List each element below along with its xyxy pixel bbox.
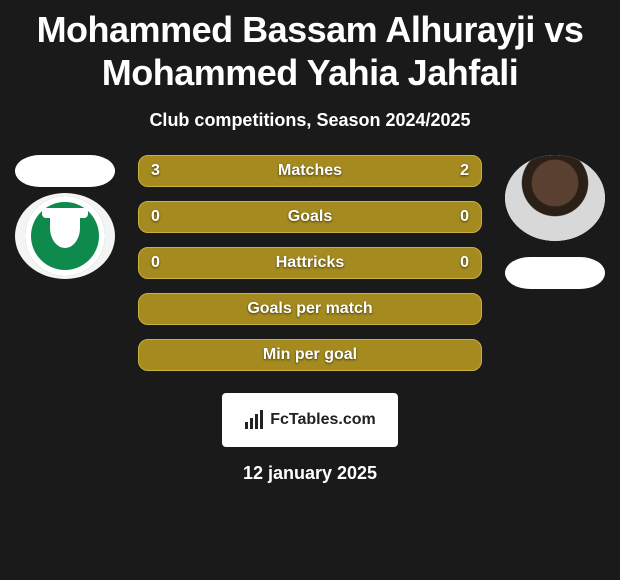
stat-bar: Min per goal — [138, 339, 482, 371]
comparison-layout: 3 Matches 2 0 Goals 0 0 Hattricks 0 Goals per mat… — [0, 155, 620, 371]
stat-label: Hattricks — [276, 254, 344, 272]
stat-bar: 3 Matches 2 — [138, 155, 482, 187]
stat-right-value: 0 — [460, 254, 469, 272]
player-right-flag — [505, 257, 605, 289]
player-right-avatar — [505, 155, 605, 241]
club-crest-icon — [25, 196, 105, 276]
stat-label: Goals per match — [247, 300, 372, 318]
player-face-icon — [505, 155, 605, 241]
stat-bars: 3 Matches 2 0 Goals 0 0 Hattricks 0 Goals per mat… — [138, 155, 482, 371]
stat-left-value: 0 — [151, 254, 160, 272]
stat-label: Matches — [278, 162, 342, 180]
date-text: 12 january 2025 — [0, 463, 620, 484]
stat-right-value: 2 — [460, 162, 469, 180]
stat-right-value: 0 — [460, 208, 469, 226]
subtitle: Club competitions, Season 2024/2025 — [0, 110, 620, 131]
stat-left-value: 3 — [151, 162, 160, 180]
player-left-avatar — [15, 193, 115, 279]
fctables-brand[interactable]: FcTables.com — [222, 393, 398, 447]
player-left-column — [10, 155, 120, 279]
brand-text: FcTables.com — [270, 411, 376, 429]
stat-bar: 0 Hattricks 0 — [138, 247, 482, 279]
stat-bar: Goals per match — [138, 293, 482, 325]
page-title: Mohammed Bassam Alhurayji vs Mohammed Ya… — [0, 0, 620, 98]
stat-label: Min per goal — [263, 346, 357, 364]
player-right-column — [500, 155, 610, 289]
stat-left-value: 0 — [151, 208, 160, 226]
chart-icon — [244, 410, 264, 430]
player-left-flag — [15, 155, 115, 187]
stat-bar: 0 Goals 0 — [138, 201, 482, 233]
stat-label: Goals — [288, 208, 332, 226]
